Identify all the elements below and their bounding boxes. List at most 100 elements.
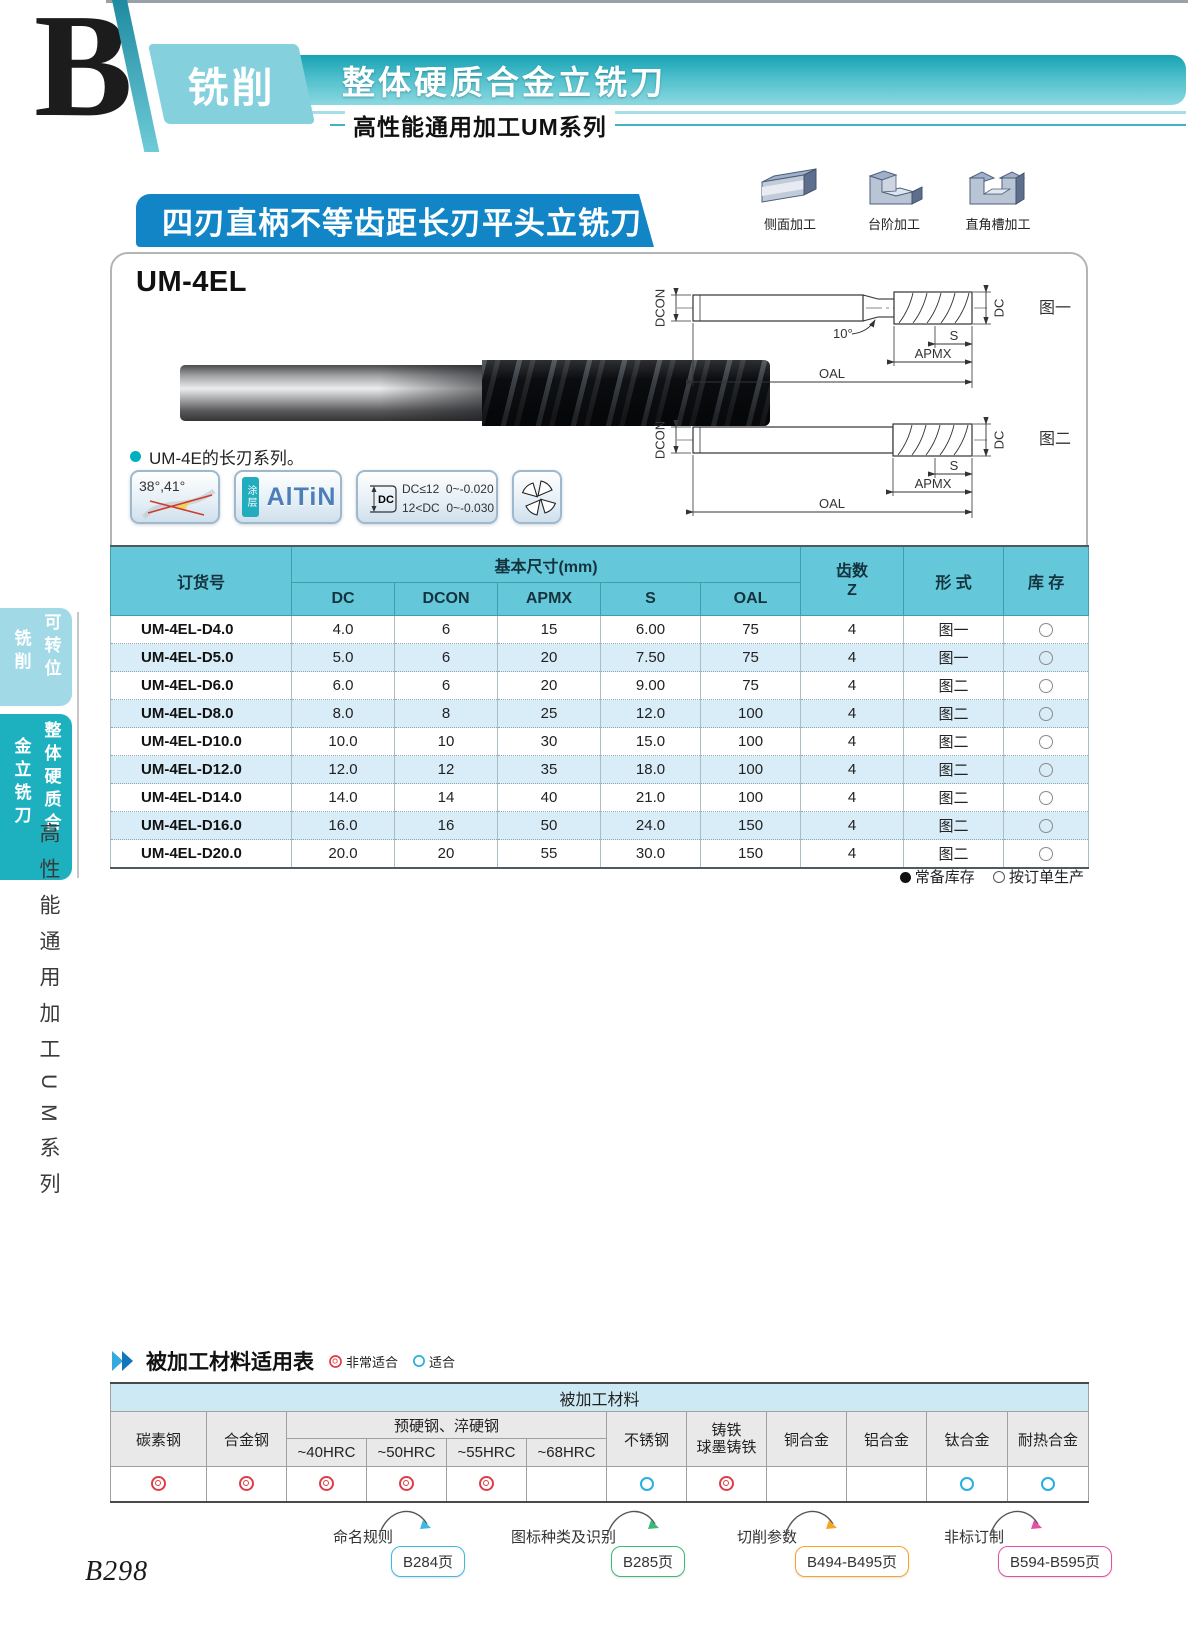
hollow-circle-icon bbox=[992, 871, 1005, 883]
tolerance-line-2: 12<DC 0~-0.030 bbox=[402, 501, 495, 516]
side-milling-label: 侧面加工 bbox=[763, 217, 816, 232]
dimension-cell: 图二 bbox=[903, 699, 1005, 728]
filled-circle-icon bbox=[899, 872, 911, 883]
step-milling-label: 台阶加工 bbox=[867, 217, 920, 232]
materials-table: 被加工材料 碳素钢 合金钢 预硬钢、淬硬钢 不锈钢 铸铁 球墨铸铁 铜合金 铝合… bbox=[109, 1382, 1090, 1503]
dim-apmx: APMX bbox=[915, 346, 952, 361]
good-fit-icon bbox=[960, 1476, 974, 1491]
col-50hrc: ~50HRC bbox=[366, 1438, 447, 1467]
dimension-cell: 14.0 bbox=[291, 783, 395, 812]
link-label: 切削参数 bbox=[737, 1529, 798, 1546]
dimension-cell: 4 bbox=[800, 671, 905, 700]
tab1-col2: 铣削 bbox=[11, 629, 31, 675]
materials-legend-good: 适合 bbox=[412, 1352, 455, 1371]
dimension-cell: 75 bbox=[699, 643, 802, 672]
table-row: UM-4EL-D12.0 12.0 12 35 18.0 100 4 图二 bbox=[110, 755, 1090, 784]
dimension-cell: 图一 bbox=[903, 615, 1005, 644]
dimension-cell: 15 bbox=[497, 615, 601, 644]
rating-cell bbox=[206, 1466, 287, 1503]
slot-milling-label: 直角槽加工 bbox=[965, 217, 1031, 232]
made-to-order-icon bbox=[1039, 707, 1054, 722]
col-teeth-bottom: Z bbox=[847, 582, 857, 599]
sidebar-tab-indexable-milling[interactable]: 可转位 铣削 bbox=[0, 608, 72, 706]
dim-dc: DC bbox=[991, 299, 1006, 318]
link-label: 命名规则 bbox=[333, 1529, 394, 1546]
dimension-cell: 40 bbox=[497, 783, 601, 812]
dimension-cell: 图二 bbox=[903, 671, 1005, 700]
tolerance-line-1: DC≤12 0~-0.020 bbox=[402, 482, 494, 496]
dimension-cell: 4 bbox=[800, 643, 905, 672]
dimension-cell: 100 bbox=[699, 783, 802, 812]
col-teeth-top: 齿数 bbox=[836, 562, 869, 580]
stock-legend: 常备库存 按订单生产 bbox=[110, 866, 1084, 887]
page-ref-button[interactable]: B284页 bbox=[391, 1546, 466, 1577]
photo-shank bbox=[180, 365, 482, 421]
col-form: 形 式 bbox=[903, 545, 1005, 616]
stock-indicator bbox=[1003, 643, 1090, 672]
dimension-cell: 12 bbox=[394, 755, 498, 784]
legend-stocked-label: 常备库存 bbox=[914, 869, 975, 886]
product-panel: UM-4EL UM-4E的长刃系列。 38°,41° 涂层 AlTiN bbox=[110, 252, 1090, 869]
rating-cell bbox=[286, 1466, 367, 1503]
rating-cell bbox=[526, 1466, 607, 1503]
stock-indicator bbox=[1003, 755, 1090, 784]
dimension-cell: 图一 bbox=[903, 643, 1005, 672]
legend-stocked: 常备库存 bbox=[899, 869, 975, 886]
rating-cell bbox=[1006, 1466, 1090, 1503]
section-title: 四刃直柄不等齿距长刃平头立铣刀 bbox=[162, 206, 642, 241]
best-fit-icon bbox=[151, 1476, 166, 1492]
dimension-cell: 100 bbox=[699, 727, 802, 756]
page-ref-button[interactable]: B594-B595页 bbox=[998, 1546, 1113, 1577]
dimension-cell: 4 bbox=[800, 783, 905, 812]
order-number: UM-4EL-D5.0 bbox=[110, 643, 292, 672]
dimension-cell: 25 bbox=[497, 699, 601, 728]
col-heat-resistant-alloy: 耐热合金 bbox=[1006, 1411, 1090, 1467]
machining-types: 侧面加工 台阶加工 直角槽加工 bbox=[740, 158, 1048, 233]
dimension-cell: 75 bbox=[699, 615, 802, 644]
legend-made-to-order-label: 按订单生产 bbox=[1008, 869, 1084, 886]
materials-section-title: 被加工材料适用表 bbox=[146, 1351, 314, 1374]
dimension-cell: 12.0 bbox=[291, 755, 395, 784]
dimension-cell: 图二 bbox=[903, 727, 1005, 756]
dimension-cell: 4 bbox=[800, 755, 905, 784]
category-tab[interactable]: 铣削 bbox=[148, 44, 316, 124]
page-number: B298 bbox=[85, 1556, 149, 1587]
rating-cell bbox=[110, 1466, 207, 1503]
made-to-order-icon bbox=[1039, 735, 1054, 750]
col-titanium-alloy: 钛合金 bbox=[926, 1411, 1008, 1467]
dimension-cell: 10 bbox=[394, 727, 498, 756]
note-text: UM-4E的长刃系列。 bbox=[149, 449, 304, 468]
table-row: UM-4EL-D8.0 8.0 8 25 12.0 100 4 图二 bbox=[110, 699, 1090, 728]
series-title: 高性能通用加工UM系列 bbox=[345, 108, 615, 142]
dimension-cell: 30.0 bbox=[600, 839, 701, 869]
stock-indicator bbox=[1003, 783, 1090, 812]
dimension-cell: 20 bbox=[497, 643, 601, 672]
neck-angle-label: 10° bbox=[833, 326, 853, 341]
page-ref-button[interactable]: B494-B495页 bbox=[795, 1546, 910, 1577]
table-row: UM-4EL-D10.0 10.0 10 30 15.0 100 4 图二 bbox=[110, 727, 1090, 756]
dimension-cell: 7.50 bbox=[600, 643, 701, 672]
coating-badge: 涂层 AlTiN bbox=[234, 470, 342, 524]
diagram-1-label: 图一 bbox=[1039, 300, 1071, 317]
page-ref-button[interactable]: B285页 bbox=[611, 1546, 686, 1577]
dimension-cell: 4 bbox=[800, 727, 905, 756]
dimension-cell: 6 bbox=[394, 671, 498, 700]
dim-dc: DC bbox=[991, 431, 1006, 450]
link-custom-orders: 非标订制 B594-B595页 bbox=[944, 1498, 1174, 1584]
sidebar-tab-solid-carbide-endmill[interactable]: 整体硬质合 金立铣刀 bbox=[0, 714, 72, 880]
product-note: UM-4E的长刃系列。 bbox=[130, 444, 304, 469]
dimension-cell: 150 bbox=[699, 839, 802, 869]
dim-s: S bbox=[950, 328, 959, 343]
side-milling-item: 侧面加工 bbox=[740, 158, 840, 233]
dim-dcon: DCON bbox=[652, 421, 667, 459]
dim-oal: OAL bbox=[819, 366, 845, 381]
best-fit-icon bbox=[479, 1476, 494, 1492]
col-stock: 库 存 bbox=[1003, 545, 1090, 616]
stock-indicator bbox=[1003, 671, 1090, 700]
helix-angle-value: 38°,41° bbox=[139, 478, 186, 494]
dimension-cell: 100 bbox=[699, 755, 802, 784]
order-number: UM-4EL-D20.0 bbox=[110, 839, 292, 869]
dimension-cell: 6 bbox=[394, 643, 498, 672]
order-number: UM-4EL-D6.0 bbox=[110, 671, 292, 700]
curved-arrow-icon bbox=[989, 1510, 1042, 1537]
